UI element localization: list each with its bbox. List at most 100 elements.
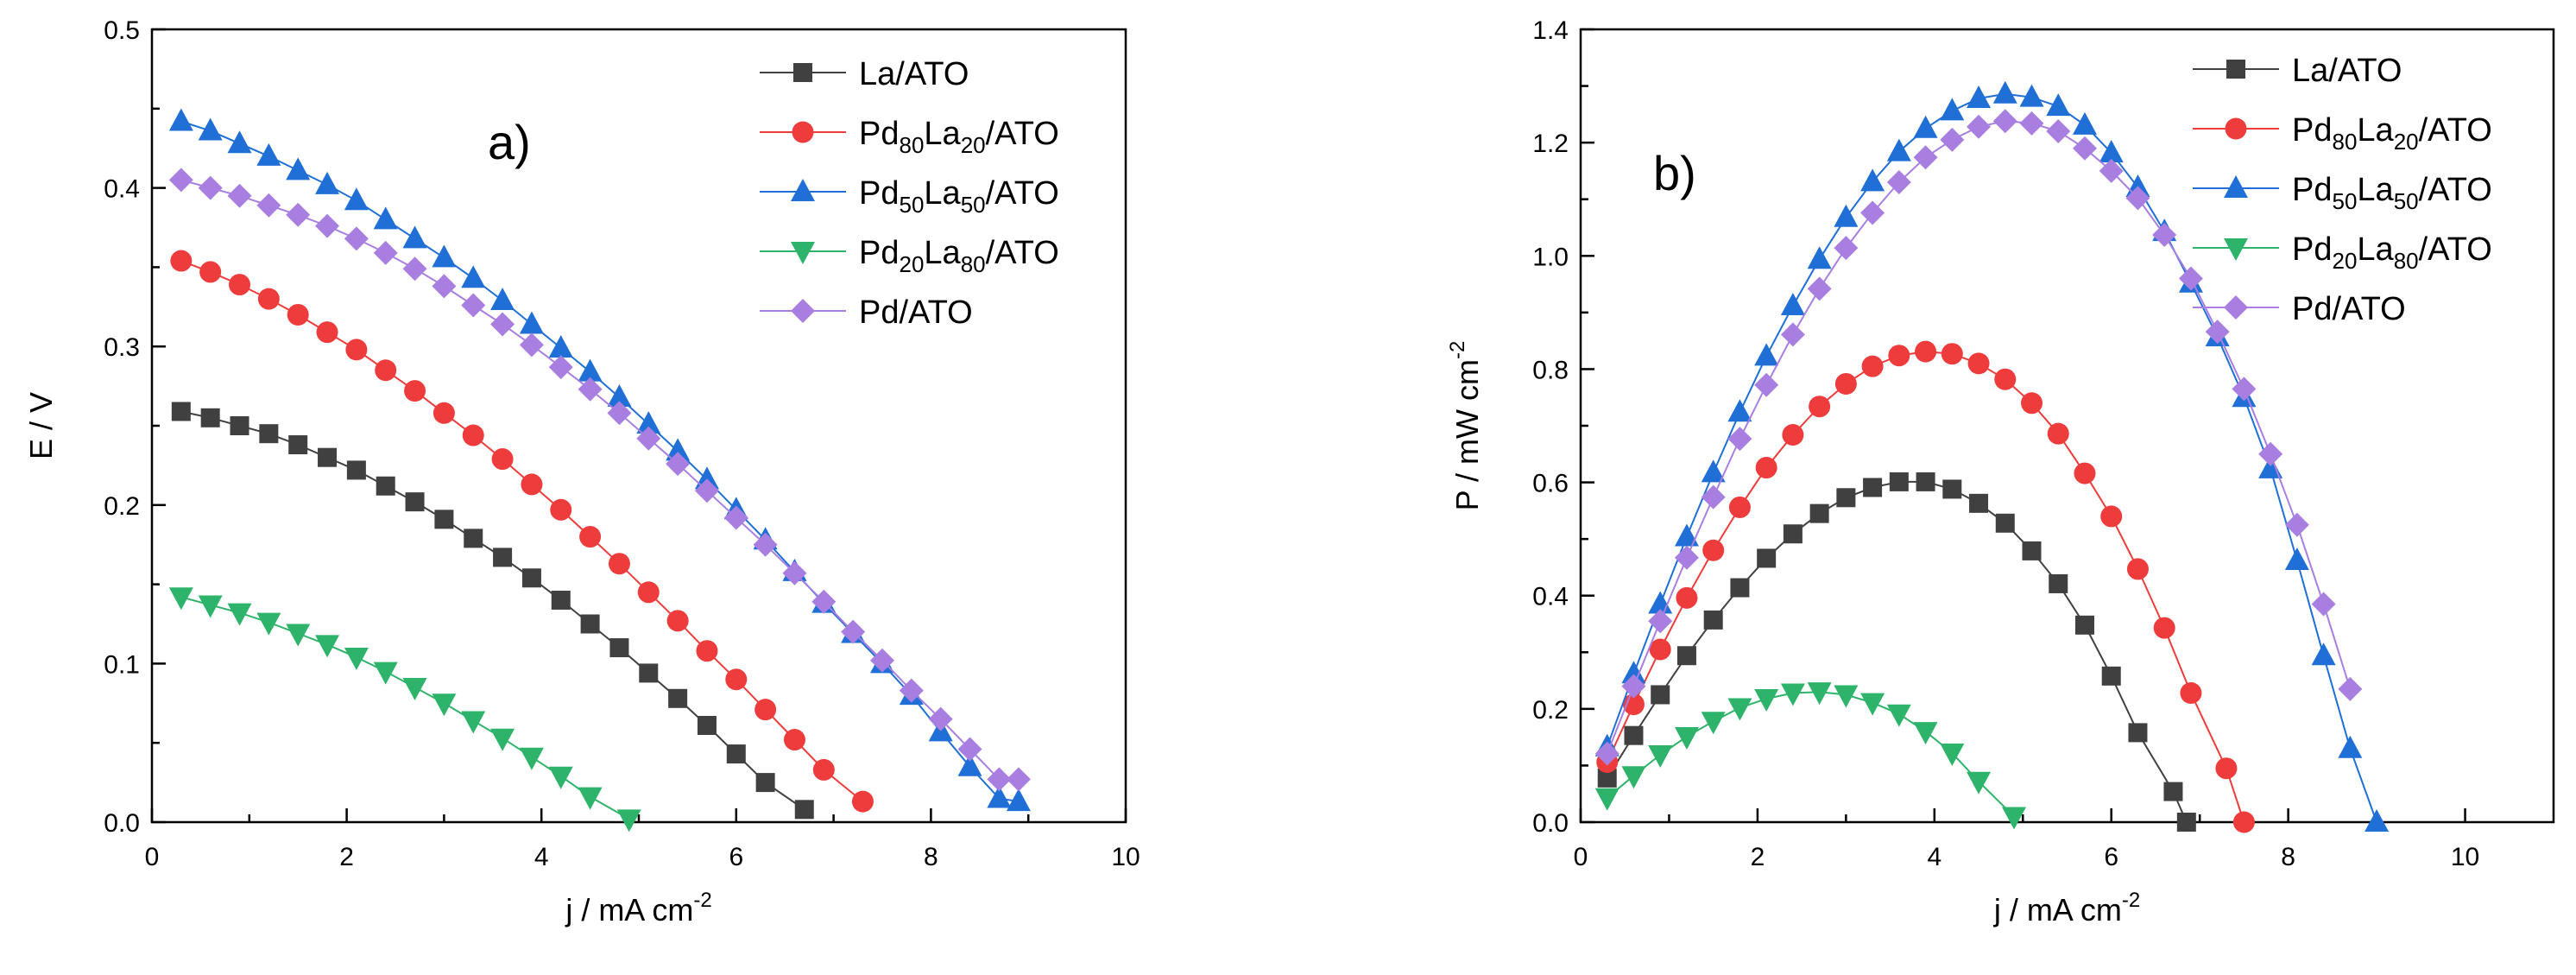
data-point bbox=[639, 663, 659, 683]
data-point bbox=[870, 648, 894, 673]
data-point bbox=[490, 287, 515, 310]
series-line bbox=[180, 260, 864, 802]
data-point bbox=[1782, 423, 1804, 446]
data-point bbox=[2101, 666, 2121, 686]
data-point bbox=[432, 274, 457, 299]
legend-subscript: 50 bbox=[2394, 188, 2419, 214]
x-tick-label: 2 bbox=[1751, 843, 1765, 871]
data-point bbox=[666, 452, 691, 477]
data-point bbox=[1886, 170, 1911, 195]
data-point bbox=[402, 256, 427, 282]
data-point bbox=[491, 448, 514, 471]
data-point bbox=[1701, 459, 1726, 483]
data-point bbox=[694, 478, 719, 503]
y-tick-label: 0.0 bbox=[104, 809, 140, 838]
data-point bbox=[2338, 676, 2363, 701]
x-axis-label-sup: -2 bbox=[2122, 889, 2140, 912]
data-point bbox=[1807, 682, 1832, 706]
data-point bbox=[1006, 767, 1031, 792]
data-point bbox=[170, 250, 193, 272]
data-point bbox=[1780, 292, 1805, 315]
legend-entry: Pd50La50/ATO bbox=[2193, 172, 2492, 214]
data-point bbox=[1621, 661, 1646, 684]
data-point bbox=[1992, 109, 2017, 134]
legend-subscript: 50 bbox=[899, 192, 924, 218]
legend-marker bbox=[791, 242, 815, 264]
data-point bbox=[957, 737, 982, 762]
data-point bbox=[1807, 246, 1832, 269]
data-point bbox=[402, 677, 427, 700]
data-point bbox=[198, 175, 223, 200]
y-tick-label: 0.1 bbox=[104, 650, 140, 679]
series-la-ato bbox=[1597, 472, 2196, 832]
legend-subscript: 20 bbox=[961, 132, 986, 158]
data-point bbox=[256, 612, 281, 636]
data-point bbox=[1942, 479, 1962, 499]
data-point bbox=[1994, 368, 2017, 390]
data-point bbox=[462, 424, 484, 446]
data-point bbox=[928, 706, 953, 731]
data-point bbox=[346, 460, 366, 480]
data-point bbox=[519, 311, 544, 334]
legend-text-part: La bbox=[2357, 112, 2394, 149]
data-point bbox=[580, 614, 600, 634]
data-point bbox=[1728, 496, 1751, 518]
series-la-ato bbox=[171, 402, 814, 820]
data-point bbox=[548, 335, 573, 358]
legend-label: Pd80La20/ATO bbox=[2292, 112, 2492, 155]
data-point bbox=[1006, 788, 1031, 812]
legend-marker bbox=[791, 299, 815, 323]
data-point bbox=[608, 553, 630, 575]
data-point bbox=[1754, 372, 1779, 397]
data-point bbox=[1754, 689, 1779, 712]
y-tick-label: 0.2 bbox=[1532, 696, 1569, 725]
data-point bbox=[1730, 578, 1750, 598]
data-point bbox=[1860, 200, 1885, 225]
legend-subscript: 20 bbox=[2332, 248, 2357, 274]
chart-panel-b: 0 2 4 6 8 10 0.0 0.2 0.4 0.6 0.8 1.0 1.2 1.4 j / mA cm… bbox=[1446, 16, 2555, 928]
legend-entry: La/ATO bbox=[2193, 53, 2402, 89]
data-point bbox=[1703, 610, 1723, 630]
data-point bbox=[2019, 84, 2044, 107]
data-point bbox=[315, 171, 340, 194]
data-point bbox=[1674, 545, 1699, 570]
data-point bbox=[229, 274, 251, 296]
data-point bbox=[2002, 807, 2027, 830]
data-point bbox=[344, 187, 369, 211]
legend-subscript: 50 bbox=[2332, 188, 2357, 214]
y-tick-label: 1.2 bbox=[1532, 130, 1569, 158]
legend-text-part: Pd bbox=[2292, 112, 2332, 149]
data-point bbox=[550, 498, 572, 521]
data-point bbox=[490, 728, 515, 751]
data-point bbox=[1940, 744, 1965, 767]
data-point bbox=[668, 688, 688, 708]
legend-label: Pd/ATO bbox=[859, 294, 973, 331]
legend-label: Pd20La80/ATO bbox=[2292, 231, 2492, 274]
data-point bbox=[2163, 782, 2183, 801]
data-point bbox=[1807, 276, 1832, 301]
legend-text-part: Pd bbox=[2292, 231, 2332, 268]
data-point bbox=[578, 377, 603, 402]
data-point bbox=[548, 766, 573, 789]
data-point bbox=[168, 587, 193, 611]
data-point bbox=[519, 332, 544, 358]
data-point bbox=[1594, 741, 1619, 766]
data-point bbox=[723, 505, 748, 530]
data-point bbox=[461, 711, 486, 734]
data-point bbox=[344, 648, 369, 671]
data-point bbox=[579, 526, 602, 548]
data-point bbox=[230, 416, 249, 435]
y-tick-label: 0.5 bbox=[104, 16, 140, 45]
series-pd80la20-ato bbox=[1596, 340, 2255, 833]
data-point bbox=[2311, 643, 2336, 666]
data-point bbox=[1940, 98, 1965, 121]
data-point bbox=[636, 426, 661, 451]
y-tick-label: 1.4 bbox=[1532, 16, 1569, 45]
y-axis-label: E / V bbox=[23, 392, 59, 459]
data-point bbox=[1755, 457, 1777, 479]
data-point bbox=[2215, 757, 2238, 780]
series-pd20la80-ato bbox=[168, 587, 641, 833]
legend-text-part: Pd bbox=[859, 116, 899, 152]
legend-subscript: 80 bbox=[2394, 248, 2419, 274]
data-point bbox=[1888, 345, 1910, 367]
